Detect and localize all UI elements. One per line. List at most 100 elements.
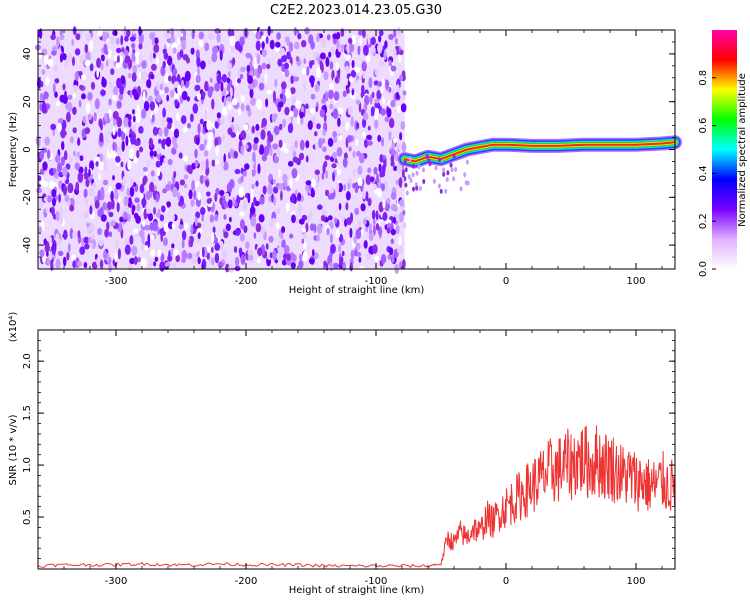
noise-blob <box>325 170 329 179</box>
noise-blob <box>362 117 367 128</box>
noise-blob <box>84 127 91 135</box>
y-tick-label: 20 <box>22 95 33 108</box>
noise-blob <box>166 122 172 130</box>
noise-blob <box>393 165 398 172</box>
signal-speckle <box>411 163 415 169</box>
noise-blob <box>245 104 250 112</box>
noise-blob <box>275 207 281 214</box>
noise-blob <box>51 50 57 56</box>
noise-blob <box>309 60 313 69</box>
noise-blob <box>214 243 221 251</box>
noise-blob <box>282 142 287 149</box>
noise-blob <box>272 250 277 261</box>
x-tick-label: 100 <box>626 576 645 587</box>
noise-blob <box>393 48 397 58</box>
noise-blob <box>305 103 309 109</box>
noise-blob <box>144 245 149 251</box>
noise-blob <box>293 27 297 36</box>
noise-blob <box>43 54 49 65</box>
noise-blob <box>108 81 113 89</box>
noise-blob <box>332 33 339 39</box>
noise-blob <box>173 249 179 256</box>
x-tick-label: -300 <box>105 576 128 587</box>
noise-blob <box>197 123 201 134</box>
noise-blob <box>357 165 363 175</box>
noise-blob <box>97 228 103 236</box>
noise-blob <box>308 34 314 45</box>
noise-blob <box>154 184 157 191</box>
noise-blob <box>245 241 250 249</box>
noise-blob <box>315 142 318 150</box>
noise-blob <box>36 187 42 194</box>
noise-blob <box>382 211 388 221</box>
noise-blob <box>322 146 327 152</box>
noise-blob <box>74 48 81 56</box>
noise-blob <box>126 187 130 196</box>
noise-blob <box>398 54 402 63</box>
noise-blob <box>84 59 91 67</box>
noise-blob <box>42 181 49 188</box>
noise-blob <box>229 216 232 223</box>
noise-blob <box>391 87 395 96</box>
noise-blob <box>318 137 323 149</box>
noise-blob <box>131 43 136 49</box>
noise-blob <box>287 160 294 167</box>
noise-blob <box>216 74 222 85</box>
noise-blob <box>367 197 372 207</box>
noise-blob <box>89 63 94 72</box>
noise-blob <box>155 94 162 103</box>
noise-blob <box>400 103 407 113</box>
y-tick-label: 0 <box>22 146 33 152</box>
noise-blob <box>359 153 365 164</box>
noise-blob <box>237 108 242 116</box>
noise-blob <box>46 251 49 257</box>
noise-blob <box>46 149 51 159</box>
noise-blob <box>289 195 295 203</box>
noise-blob <box>84 166 88 176</box>
noise-blob <box>284 69 290 78</box>
noise-blob <box>40 249 45 258</box>
noise-blob <box>201 246 205 258</box>
noise-blob <box>253 137 259 144</box>
noise-blob <box>88 236 92 244</box>
noise-blob <box>117 127 122 138</box>
noise-blob <box>289 233 294 239</box>
noise-blob <box>79 84 84 90</box>
noise-blob <box>214 82 220 92</box>
noise-blob <box>388 131 392 141</box>
noise-blob <box>346 190 351 201</box>
noise-blob <box>127 72 132 79</box>
noise-blob <box>211 52 218 63</box>
x-tick-label: -300 <box>105 276 128 287</box>
noise-blob <box>50 34 56 41</box>
noise-blob <box>222 199 226 205</box>
signal-speckle <box>437 183 441 189</box>
noise-blob <box>279 47 286 56</box>
noise-blob <box>338 244 342 253</box>
noise-blob <box>345 54 352 61</box>
noise-blob <box>269 39 275 50</box>
signal-speckle <box>438 157 441 163</box>
noise-blob <box>390 191 397 200</box>
noise-blob <box>377 187 383 198</box>
noise-blob <box>153 150 158 158</box>
x-tick-label: -200 <box>235 576 258 587</box>
signal-speckle <box>444 188 448 194</box>
noise-blob <box>207 131 214 141</box>
noise-blob <box>316 32 320 43</box>
noise-blob <box>133 92 140 101</box>
noise-blob <box>90 232 95 240</box>
noise-blob <box>367 37 371 45</box>
y-tick-label: 40 <box>22 48 33 61</box>
noise-blob <box>401 259 406 270</box>
noise-blob <box>285 88 292 99</box>
noise-blob <box>66 111 71 123</box>
noise-blob <box>320 215 326 222</box>
noise-blob <box>345 202 349 211</box>
noise-blob <box>104 228 109 238</box>
noise-blob <box>382 78 385 87</box>
noise-blob <box>94 98 100 110</box>
noise-blob <box>306 66 310 76</box>
signal-speckle <box>450 167 454 173</box>
